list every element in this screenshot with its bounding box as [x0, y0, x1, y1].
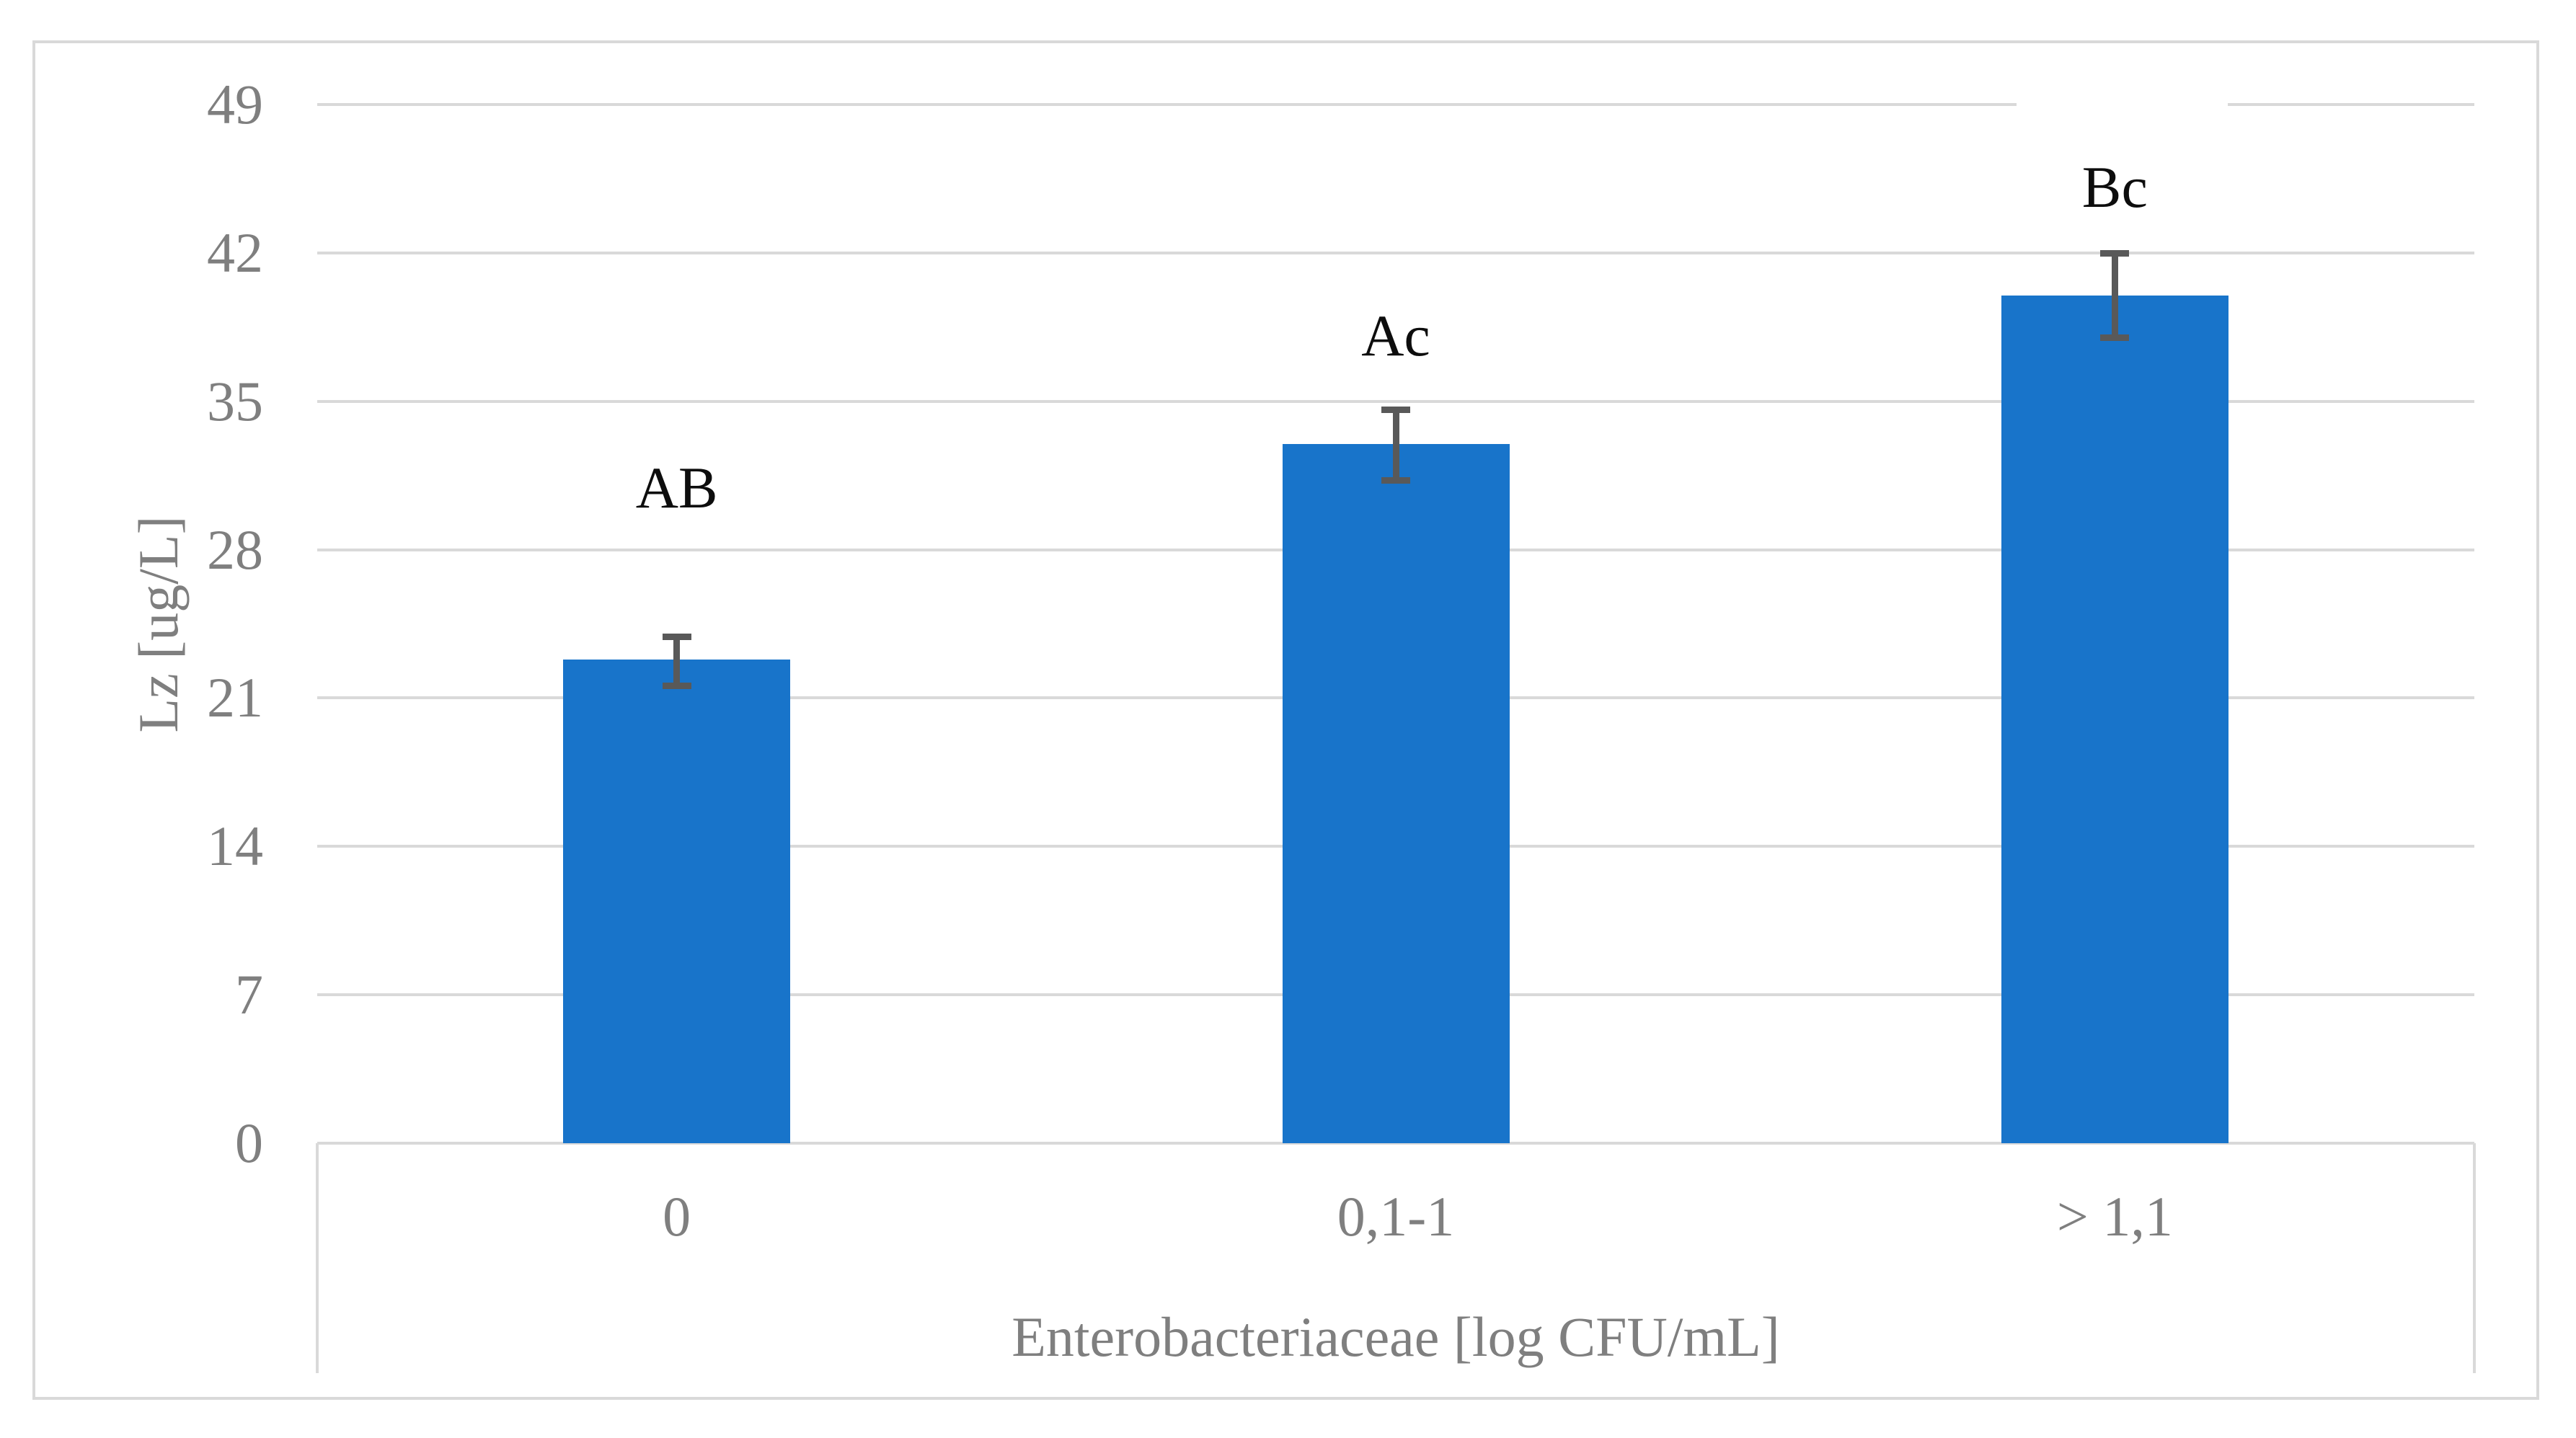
- x-tick-label: 0: [663, 1185, 691, 1248]
- y-tick-label: 14: [207, 815, 263, 878]
- x-axis-line: [317, 1142, 2474, 1145]
- gridline: [317, 103, 2474, 106]
- category-axis-box-line: [2473, 1143, 2476, 1373]
- figure-border: [32, 40, 2539, 1400]
- error-bar: [2111, 252, 2118, 338]
- error-bar-cap: [2100, 249, 2130, 257]
- y-tick-label: 28: [207, 518, 263, 581]
- y-tick-label: 49: [207, 73, 263, 136]
- y-tick-label: 21: [207, 666, 263, 729]
- gridline: [317, 399, 2474, 403]
- gridline-gap-overlay: [2017, 97, 2228, 119]
- y-axis-title: Lz [ug/L]: [127, 515, 190, 733]
- bar-significance-label: Ac: [1361, 302, 1430, 368]
- error-bar: [1392, 409, 1399, 480]
- bar: [2001, 295, 2228, 1143]
- bar-significance-label: AB: [635, 455, 718, 521]
- error-bar: [673, 636, 681, 685]
- x-tick-label: > 1,1: [2056, 1185, 2173, 1248]
- bar-significance-label: Bc: [2081, 154, 2148, 220]
- gridline: [317, 251, 2474, 254]
- error-bar-cap: [2100, 334, 2130, 342]
- y-tick-label: 35: [207, 369, 263, 432]
- error-bar-cap: [662, 634, 691, 641]
- y-tick-label: 0: [235, 1111, 263, 1174]
- y-tick-label: 42: [207, 221, 263, 284]
- bar: [563, 660, 791, 1143]
- error-bar-cap: [1381, 476, 1410, 484]
- category-axis-box-line: [316, 1143, 319, 1373]
- y-tick-label: 7: [235, 963, 263, 1026]
- x-axis-title: Enterobacteriaceae [log CFU/mL]: [1012, 1305, 1780, 1368]
- error-bar-cap: [1381, 407, 1410, 414]
- bar: [1282, 443, 1510, 1143]
- x-tick-label: 0,1-1: [1337, 1185, 1455, 1248]
- error-bar-cap: [662, 682, 691, 689]
